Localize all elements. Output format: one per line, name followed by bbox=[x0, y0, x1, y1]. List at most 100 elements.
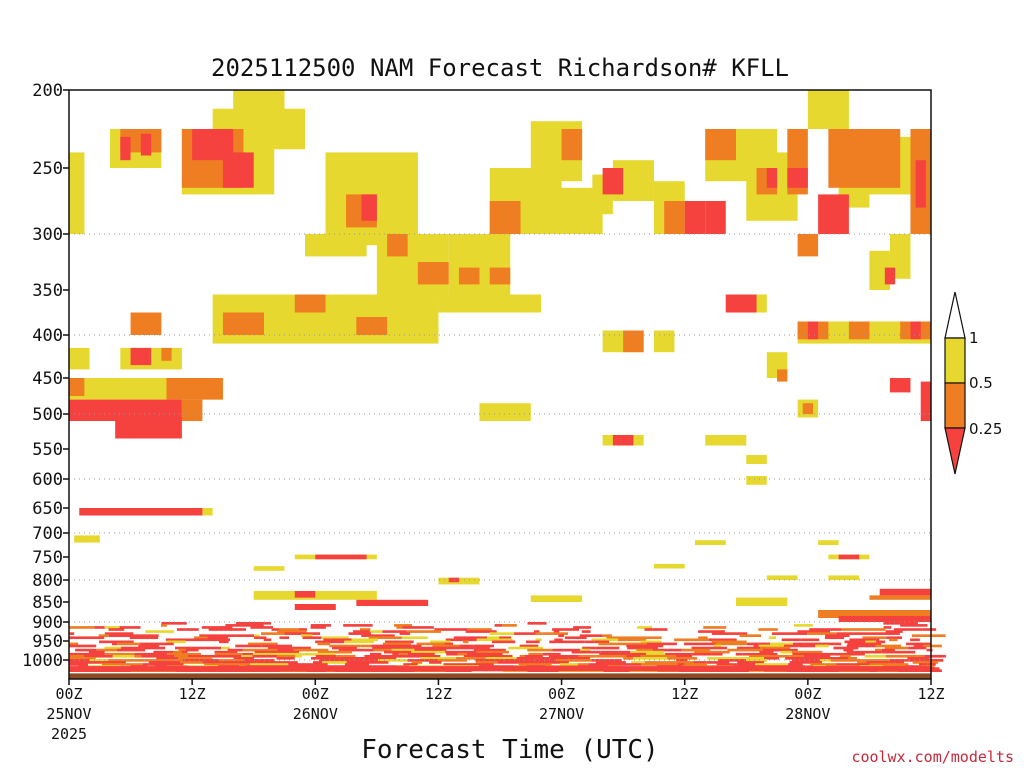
pbl-cell bbox=[636, 648, 647, 652]
cell-o bbox=[69, 378, 85, 396]
pbl-cell bbox=[317, 642, 331, 646]
pbl-cell bbox=[101, 663, 126, 666]
cell-o bbox=[869, 595, 931, 600]
pbl-cell bbox=[112, 642, 118, 646]
cell-o bbox=[705, 129, 737, 161]
pbl-cell bbox=[69, 656, 96, 660]
pbl-cell bbox=[875, 644, 902, 648]
pbl-cell bbox=[626, 654, 641, 658]
cell-y bbox=[746, 476, 767, 485]
x-tick-label: 00Z bbox=[794, 685, 821, 703]
pbl-cell bbox=[315, 640, 345, 644]
pbl-cell bbox=[279, 636, 290, 640]
pbl-cell bbox=[169, 654, 175, 658]
pbl-cell bbox=[767, 654, 790, 658]
pbl-cell bbox=[191, 646, 222, 650]
pbl-cell bbox=[364, 654, 381, 658]
pbl-cell bbox=[876, 640, 886, 644]
pbl-cell bbox=[407, 659, 438, 662]
pbl-cell bbox=[791, 659, 802, 662]
pbl-cell bbox=[581, 630, 591, 633]
pbl-cell bbox=[69, 636, 105, 640]
pbl-cell bbox=[623, 656, 634, 660]
cell-o bbox=[489, 267, 511, 285]
pbl-cell bbox=[69, 644, 97, 648]
cell-r bbox=[787, 168, 808, 188]
pbl-cell bbox=[321, 636, 349, 640]
pbl-cell bbox=[443, 663, 454, 666]
pbl-cell bbox=[235, 644, 262, 648]
x-tick-date: 25NOV bbox=[46, 705, 91, 723]
pbl-cell bbox=[760, 646, 791, 650]
pbl-cell bbox=[519, 644, 539, 648]
pbl-cell bbox=[579, 634, 603, 638]
pbl-cell bbox=[277, 630, 307, 633]
pbl-cell bbox=[473, 644, 494, 648]
pbl-cell bbox=[797, 630, 831, 633]
pbl-cell bbox=[580, 648, 591, 652]
pbl-cell bbox=[378, 644, 412, 648]
cell-o bbox=[222, 312, 264, 335]
pbl-cell bbox=[476, 638, 513, 642]
pbl-cell bbox=[857, 661, 867, 664]
pbl-cell bbox=[640, 654, 677, 658]
cell-y bbox=[479, 403, 531, 421]
pbl-cell bbox=[361, 634, 395, 638]
cell-o bbox=[417, 262, 449, 285]
y-tick-label: 750 bbox=[32, 548, 63, 568]
cell-y bbox=[74, 535, 100, 543]
pbl-cell bbox=[764, 656, 780, 660]
pbl-cell bbox=[161, 622, 187, 625]
pbl-cell bbox=[432, 644, 460, 648]
pbl-cell bbox=[101, 661, 126, 664]
pbl-cell bbox=[160, 624, 167, 627]
pbl-cell bbox=[175, 646, 192, 650]
cell-r bbox=[602, 168, 624, 195]
pbl-cell bbox=[69, 661, 102, 664]
pbl-cell bbox=[463, 640, 469, 644]
pbl-cell bbox=[123, 659, 149, 662]
pbl-cell bbox=[104, 632, 134, 635]
cell-y bbox=[828, 575, 860, 580]
cell-o bbox=[489, 201, 521, 234]
pbl-cell bbox=[836, 632, 871, 635]
pbl-cell bbox=[225, 624, 257, 627]
pbl-cell bbox=[527, 648, 553, 652]
cell-r bbox=[838, 616, 931, 622]
pbl-cell bbox=[156, 656, 179, 660]
pbl-cell bbox=[104, 626, 120, 629]
pbl-cell bbox=[317, 650, 353, 654]
cell-r bbox=[915, 160, 926, 208]
pbl-cell bbox=[739, 634, 762, 638]
pbl-cell bbox=[141, 654, 170, 658]
pbl-cell bbox=[134, 652, 168, 656]
cell-r bbox=[130, 347, 152, 366]
cell-y bbox=[889, 234, 911, 279]
pbl-cell bbox=[517, 661, 545, 664]
pbl-cell bbox=[377, 659, 408, 662]
pbl-cell bbox=[341, 646, 357, 650]
pbl-cell bbox=[883, 626, 892, 629]
pbl-cell bbox=[411, 661, 423, 664]
cell-o bbox=[458, 267, 480, 285]
cell-o bbox=[356, 317, 388, 335]
cell-r bbox=[294, 591, 316, 598]
cells-layer bbox=[69, 90, 946, 679]
pbl-cell bbox=[314, 663, 328, 666]
pbl-cell bbox=[652, 648, 682, 652]
pbl-cell bbox=[708, 638, 737, 642]
credit-link[interactable]: coolwx.com/modelts bbox=[851, 748, 1014, 766]
cell-o bbox=[166, 378, 223, 400]
cell-r bbox=[818, 194, 849, 234]
pbl-cell bbox=[242, 652, 254, 656]
pbl-cell bbox=[354, 661, 389, 664]
pbl-cell bbox=[202, 661, 222, 664]
pbl-cell bbox=[233, 656, 255, 660]
y-tick-label: 250 bbox=[32, 159, 63, 179]
pbl-cell bbox=[235, 622, 271, 625]
pbl-cell bbox=[835, 642, 842, 646]
y-tick-label: 350 bbox=[32, 281, 63, 301]
cell-o bbox=[828, 129, 901, 188]
pbl-cell bbox=[382, 630, 407, 633]
pbl-cell bbox=[69, 642, 79, 646]
